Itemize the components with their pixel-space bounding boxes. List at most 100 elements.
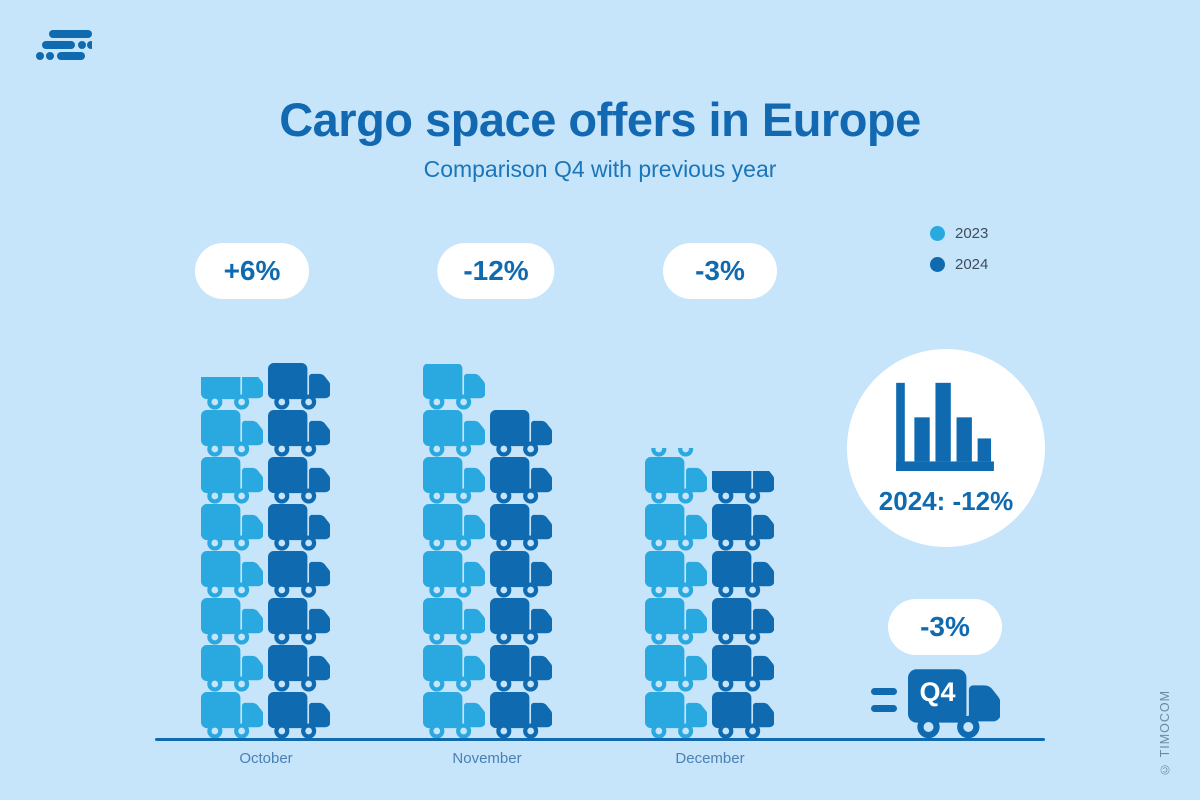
truck (645, 692, 707, 739)
quarter-change-pill: -3% (888, 599, 1002, 655)
truck (201, 504, 263, 551)
truck-icon (201, 377, 263, 410)
truck-icon (201, 551, 263, 598)
truck-icon (490, 410, 552, 457)
change-pill-october: +6% (195, 243, 309, 299)
truck-icon (712, 598, 774, 645)
timocom-logo-icon (36, 30, 92, 60)
truck-icon (201, 410, 263, 457)
truck-icon (712, 692, 774, 739)
truck-icon (201, 645, 263, 692)
truck (201, 551, 263, 598)
truck-icon (201, 457, 263, 504)
truck (712, 504, 774, 551)
truck-icon (712, 551, 774, 598)
truck (645, 504, 707, 551)
truck (645, 645, 707, 692)
truck-icon (423, 364, 485, 410)
truck (423, 645, 485, 692)
truck (490, 598, 552, 645)
partial-truck (645, 448, 707, 457)
truck-stack-november-2024 (490, 410, 552, 739)
page-title: Cargo space offers in Europe (279, 93, 921, 146)
truck-icon (645, 598, 707, 645)
truck (268, 598, 330, 645)
truck-icon (645, 504, 707, 551)
month-label-november: November (452, 750, 522, 767)
truck (423, 504, 485, 551)
truck (423, 598, 485, 645)
summary-label: 2024: -12% (878, 486, 1014, 516)
truck (423, 410, 485, 457)
truck-icon (268, 551, 330, 598)
truck-icon (490, 504, 552, 551)
page-subtitle: Comparison Q4 with previous year (423, 156, 777, 182)
truck (201, 645, 263, 692)
truck (712, 645, 774, 692)
truck-icon (423, 504, 485, 551)
truck-icon (712, 471, 774, 504)
truck-icon (201, 692, 263, 739)
partial-truck (201, 377, 263, 410)
truck-icon (423, 457, 485, 504)
legend-label: 2024 (955, 255, 989, 273)
truck-icon (201, 504, 263, 551)
truck (490, 457, 552, 504)
summary-circle: 2024: -12% (847, 349, 1045, 547)
truck-stack-october-2024 (268, 363, 330, 739)
truck-icon (268, 457, 330, 504)
truck (201, 692, 263, 739)
truck-stack-december-2024 (712, 471, 774, 739)
truck-icon (423, 692, 485, 739)
truck (423, 551, 485, 598)
truck-icon (645, 457, 707, 504)
month-label-december: December (675, 750, 745, 767)
legend-item-2023: 2023 (930, 222, 988, 244)
equals-sign (871, 688, 897, 712)
truck (712, 551, 774, 598)
truck-icon (268, 410, 330, 457)
partial-truck (712, 471, 774, 504)
truck (201, 457, 263, 504)
truck (268, 363, 330, 410)
month-label-october: October (239, 750, 293, 767)
truck-icon (268, 504, 330, 551)
q4-truck-icon (908, 669, 1000, 739)
truck (268, 504, 330, 551)
truck-icon (423, 551, 485, 598)
truck (423, 457, 485, 504)
truck (201, 598, 263, 645)
truck (645, 551, 707, 598)
truck-icon (268, 645, 330, 692)
truck-icon (490, 645, 552, 692)
truck (268, 645, 330, 692)
change-pill-december: -3% (663, 243, 777, 299)
change-pill-november: -12% (437, 243, 555, 299)
legend-dot-icon (930, 256, 945, 272)
truck-icon (645, 692, 707, 739)
truck (268, 692, 330, 739)
copyright-text: © TIMOCOM (1158, 690, 1172, 777)
truck-icon (423, 598, 485, 645)
truck (268, 410, 330, 457)
legend-dot-icon (930, 225, 945, 241)
truck-icon (712, 504, 774, 551)
legend-label: 2023 (955, 224, 989, 242)
q4-truck-label: Q4 (919, 677, 956, 707)
truck (645, 598, 707, 645)
truck-stack-november-2023 (423, 364, 485, 739)
truck-icon (268, 363, 330, 410)
bar-chart-icon (896, 382, 994, 471)
truck (490, 504, 552, 551)
truck-icon (645, 645, 707, 692)
chart-baseline (155, 738, 1045, 741)
truck-icon (645, 551, 707, 598)
truck (201, 410, 263, 457)
truck-icon (712, 645, 774, 692)
truck-icon (423, 410, 485, 457)
truck (712, 692, 774, 739)
truck-icon (268, 692, 330, 739)
truck (490, 410, 552, 457)
truck-icon (490, 692, 552, 739)
